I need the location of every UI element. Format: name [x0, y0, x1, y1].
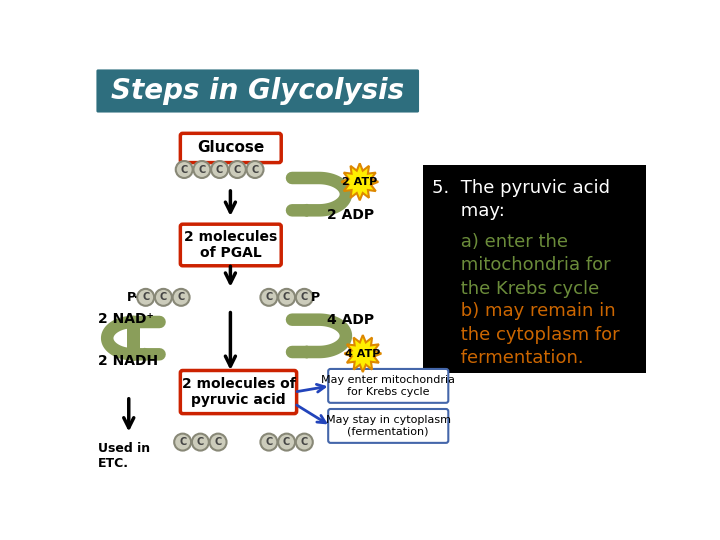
Circle shape — [211, 161, 228, 178]
Polygon shape — [341, 164, 378, 200]
Text: C: C — [197, 437, 204, 447]
Text: C: C — [142, 292, 149, 302]
Text: 2 ADP: 2 ADP — [327, 208, 374, 222]
Text: May stay in cytoplasm
(fermentation): May stay in cytoplasm (fermentation) — [325, 415, 451, 437]
Circle shape — [278, 289, 295, 306]
Text: C: C — [283, 292, 290, 302]
FancyBboxPatch shape — [180, 370, 297, 414]
Text: a) enter the
     mitochondria for
     the Krebs cycle: a) enter the mitochondria for the Krebs … — [432, 233, 611, 298]
Circle shape — [138, 289, 154, 306]
Circle shape — [210, 434, 227, 450]
Text: 2 molecules
of PGAL: 2 molecules of PGAL — [184, 230, 277, 260]
Text: Glucose: Glucose — [197, 140, 264, 156]
Text: 2 molecules of
pyruvic acid: 2 molecules of pyruvic acid — [181, 377, 295, 407]
Text: C: C — [251, 165, 258, 174]
Circle shape — [194, 161, 210, 178]
FancyBboxPatch shape — [96, 70, 419, 112]
Text: C: C — [181, 165, 188, 174]
Text: C: C — [179, 437, 186, 447]
Circle shape — [296, 434, 312, 450]
FancyBboxPatch shape — [180, 224, 282, 266]
Circle shape — [174, 434, 191, 450]
Text: C: C — [301, 292, 308, 302]
Text: C: C — [198, 165, 205, 174]
Text: 4 ADP: 4 ADP — [327, 313, 374, 327]
Circle shape — [261, 289, 277, 306]
Text: C: C — [215, 437, 222, 447]
Circle shape — [261, 434, 277, 450]
Text: 5.  The pyruvic acid
     may:: 5. The pyruvic acid may: — [432, 179, 610, 220]
Text: P: P — [127, 291, 136, 304]
Text: C: C — [265, 437, 273, 447]
Circle shape — [246, 161, 264, 178]
Text: C: C — [301, 437, 308, 447]
Text: 2 ATP: 2 ATP — [342, 177, 377, 187]
Text: 2 NAD⁺: 2 NAD⁺ — [98, 312, 153, 326]
Text: May enter mitochondria
for Krebs cycle: May enter mitochondria for Krebs cycle — [321, 375, 455, 397]
Text: C: C — [265, 292, 273, 302]
Circle shape — [229, 161, 246, 178]
Circle shape — [192, 434, 209, 450]
Text: C: C — [178, 292, 185, 302]
Circle shape — [173, 289, 189, 306]
Text: C: C — [234, 165, 241, 174]
Text: Steps in Glycolysis: Steps in Glycolysis — [111, 77, 404, 105]
Circle shape — [155, 289, 172, 306]
FancyBboxPatch shape — [423, 165, 647, 373]
FancyBboxPatch shape — [328, 409, 449, 443]
FancyBboxPatch shape — [180, 133, 282, 163]
Text: 4 ATP: 4 ATP — [345, 348, 381, 359]
Text: C: C — [283, 437, 290, 447]
Circle shape — [176, 161, 193, 178]
Text: 2 NADH: 2 NADH — [98, 354, 158, 368]
Text: Used in
ETC.: Used in ETC. — [98, 442, 150, 470]
FancyBboxPatch shape — [328, 369, 449, 403]
Text: P: P — [310, 291, 320, 304]
Text: C: C — [160, 292, 167, 302]
Polygon shape — [344, 335, 382, 372]
Circle shape — [296, 289, 312, 306]
Circle shape — [278, 434, 295, 450]
Text: b) may remain in
     the cytoplasm for
     fermentation.: b) may remain in the cytoplasm for ferme… — [432, 302, 620, 367]
Text: C: C — [216, 165, 223, 174]
